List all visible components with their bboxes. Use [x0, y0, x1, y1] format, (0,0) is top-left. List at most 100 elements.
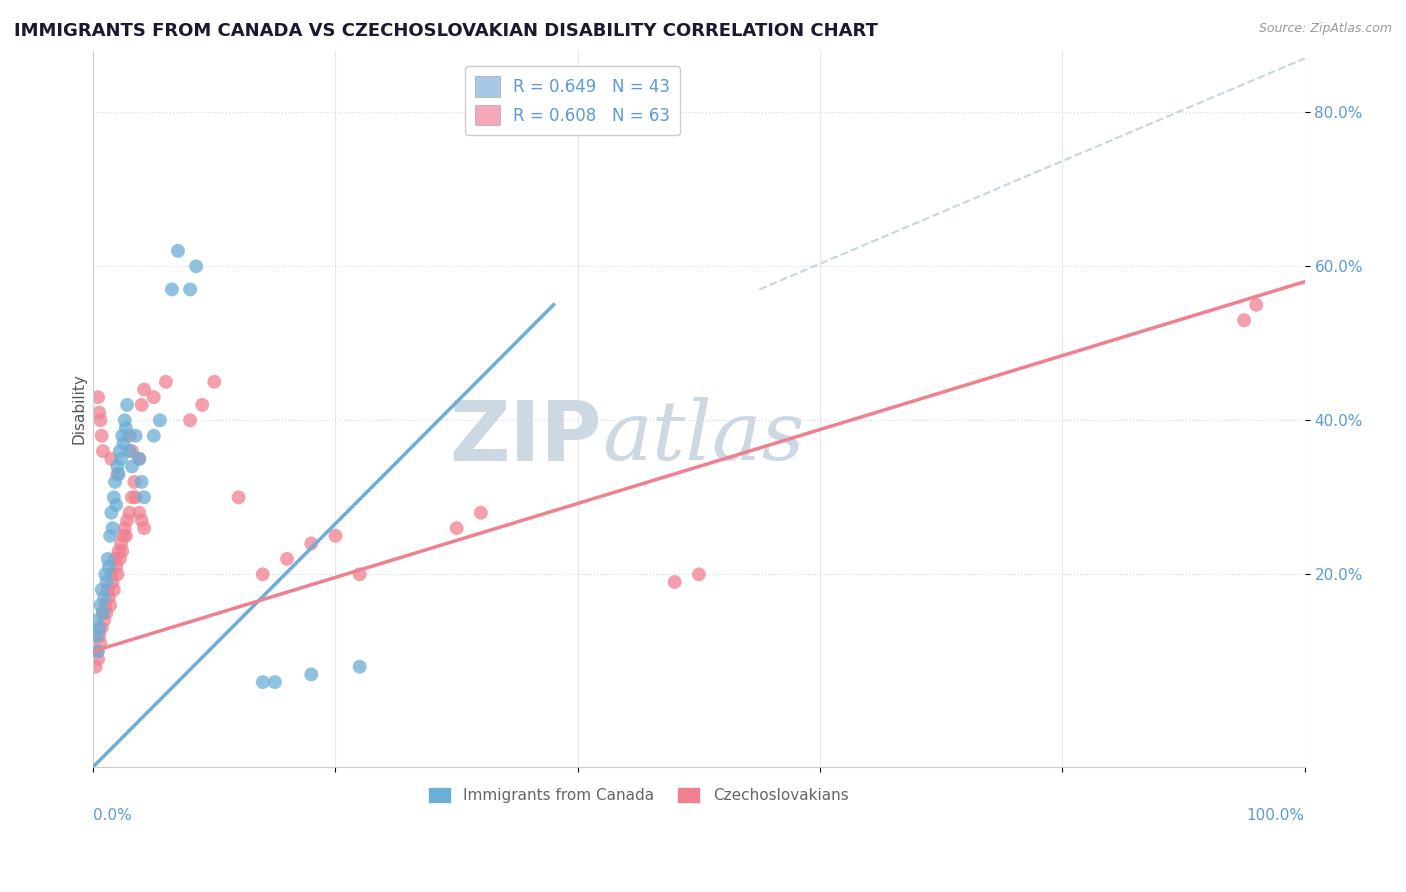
Point [299, 667, 322, 681]
Point [97, 559, 120, 574]
Y-axis label: Disability: Disability [72, 374, 86, 444]
Text: IMMIGRANTS FROM CANADA VS CZECHOSLOVAKIAN DISABILITY CORRELATION CHART: IMMIGRANTS FROM CANADA VS CZECHOSLOVAKIA… [14, 22, 877, 40]
Point [264, 675, 287, 690]
Point [349, 567, 371, 582]
Text: ZIP: ZIP [450, 397, 602, 478]
Point [97, 591, 120, 605]
Point [105, 559, 128, 574]
Point [115, 421, 138, 435]
Point [276, 552, 298, 566]
Point [90, 621, 112, 635]
Point [87, 644, 110, 658]
Point [128, 506, 150, 520]
Point [91, 606, 114, 620]
Point [252, 567, 274, 582]
Point [98, 598, 121, 612]
Text: Source: ZipAtlas.com: Source: ZipAtlas.com [1258, 22, 1392, 36]
Point [155, 375, 177, 389]
Point [110, 451, 132, 466]
Point [179, 282, 201, 296]
Point [97, 552, 120, 566]
Point [86, 629, 108, 643]
Point [118, 444, 141, 458]
Point [124, 428, 146, 442]
Point [446, 521, 468, 535]
Point [115, 529, 138, 543]
Point [252, 675, 274, 690]
Text: 0.0%: 0.0% [93, 808, 132, 823]
Point [299, 536, 322, 550]
Point [96, 574, 118, 589]
Point [101, 521, 124, 535]
Point [114, 521, 136, 535]
Point [104, 552, 127, 566]
Point [87, 390, 110, 404]
Point [93, 591, 115, 605]
Point [131, 475, 153, 489]
Point [112, 529, 135, 543]
Point [84, 659, 107, 673]
Point [108, 552, 131, 566]
Point [115, 398, 138, 412]
Point [325, 529, 347, 543]
Point [121, 444, 143, 458]
Point [89, 406, 111, 420]
Point [160, 282, 183, 296]
Point [124, 491, 146, 505]
Point [91, 444, 114, 458]
Point [98, 529, 121, 543]
Point [94, 567, 117, 582]
Point [104, 475, 127, 489]
Point [90, 428, 112, 442]
Point [90, 582, 112, 597]
Point [132, 383, 155, 397]
Point [107, 459, 129, 474]
Point [186, 260, 208, 274]
Point [110, 536, 132, 550]
Point [115, 513, 138, 527]
Point [128, 451, 150, 466]
Point [131, 398, 153, 412]
Point [132, 521, 155, 535]
Point [118, 506, 141, 520]
Text: 100.0%: 100.0% [1247, 808, 1305, 823]
Point [87, 652, 110, 666]
Point [149, 413, 172, 427]
Point [103, 491, 125, 505]
Point [96, 606, 118, 620]
Point [470, 506, 492, 520]
Point [108, 444, 131, 458]
Point [91, 606, 114, 620]
Point [191, 398, 214, 412]
Point [100, 451, 122, 466]
Point [142, 390, 165, 404]
Point [105, 498, 128, 512]
Point [89, 598, 111, 612]
Point [86, 644, 108, 658]
Point [112, 436, 135, 450]
Point [202, 375, 225, 389]
Point [688, 567, 710, 582]
Point [100, 506, 122, 520]
Point [349, 659, 371, 673]
Point [1233, 313, 1256, 327]
Text: atlas: atlas [602, 398, 804, 477]
Point [93, 614, 115, 628]
Point [228, 491, 250, 505]
Point [121, 491, 143, 505]
Point [167, 244, 190, 258]
Point [94, 598, 117, 612]
Point [179, 413, 201, 427]
Point [121, 459, 143, 474]
Point [111, 544, 134, 558]
Point [114, 413, 136, 427]
Point [124, 475, 146, 489]
Point [100, 567, 122, 582]
Point [101, 574, 124, 589]
Point [89, 629, 111, 643]
Point [84, 614, 107, 628]
Point [107, 467, 129, 482]
Point [107, 467, 129, 482]
Point [128, 451, 150, 466]
Point [107, 544, 129, 558]
